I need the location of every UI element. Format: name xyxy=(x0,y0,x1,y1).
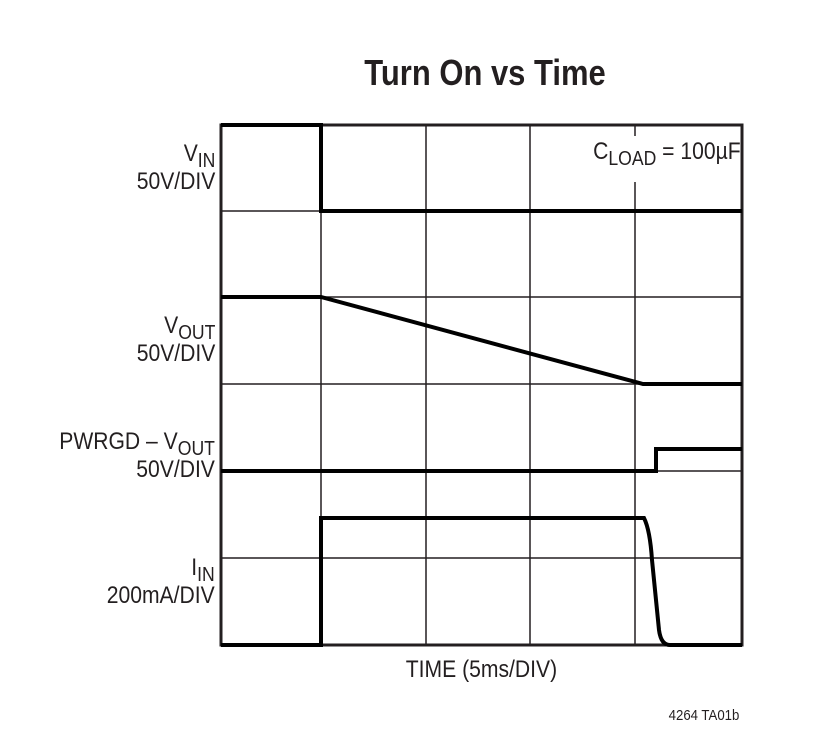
cload-sub: LOAD xyxy=(608,148,657,170)
vout-label: VOUT 50V/DIV xyxy=(136,312,215,368)
trace-vout xyxy=(221,295,742,386)
vin-label-sub: IN xyxy=(197,150,215,172)
pwrgd-scale: 50V/DIV xyxy=(136,456,215,483)
x-axis-label: TIME (5ms/DIV) xyxy=(405,656,558,683)
trace-pwrgd xyxy=(221,447,742,473)
figure-id: 4264 TA01b xyxy=(668,707,739,724)
vin-label: VIN 50V/DIV xyxy=(136,140,215,196)
iin-scale: 200mA/DIV xyxy=(107,582,215,609)
iin-label-sub: IN xyxy=(197,564,215,586)
cload-annotation: CLOAD = 100µF xyxy=(593,138,741,169)
vout-scale: 50V/DIV xyxy=(136,340,215,367)
vin-scale: 50V/DIV xyxy=(136,168,215,195)
chart-title: Turn On vs Time xyxy=(364,52,606,93)
pwrgd-label: PWRGD – VOUT 50V/DIV xyxy=(59,428,215,484)
cload-value: = 100µF xyxy=(656,138,741,165)
vout-label-main: V xyxy=(163,312,178,339)
vin-label-main: V xyxy=(183,140,198,167)
vout-label-sub: OUT xyxy=(177,322,215,344)
pwrgd-label-main: PWRGD – V xyxy=(59,428,178,455)
trace-vin xyxy=(221,123,742,213)
trace-iin xyxy=(221,516,742,647)
pwrgd-label-sub: OUT xyxy=(177,438,215,460)
annotation-backdrop xyxy=(560,136,740,182)
cload-main: C xyxy=(593,138,609,165)
iin-label-main: I xyxy=(191,554,198,581)
iin-label: IIN 200mA/DIV xyxy=(107,554,215,610)
